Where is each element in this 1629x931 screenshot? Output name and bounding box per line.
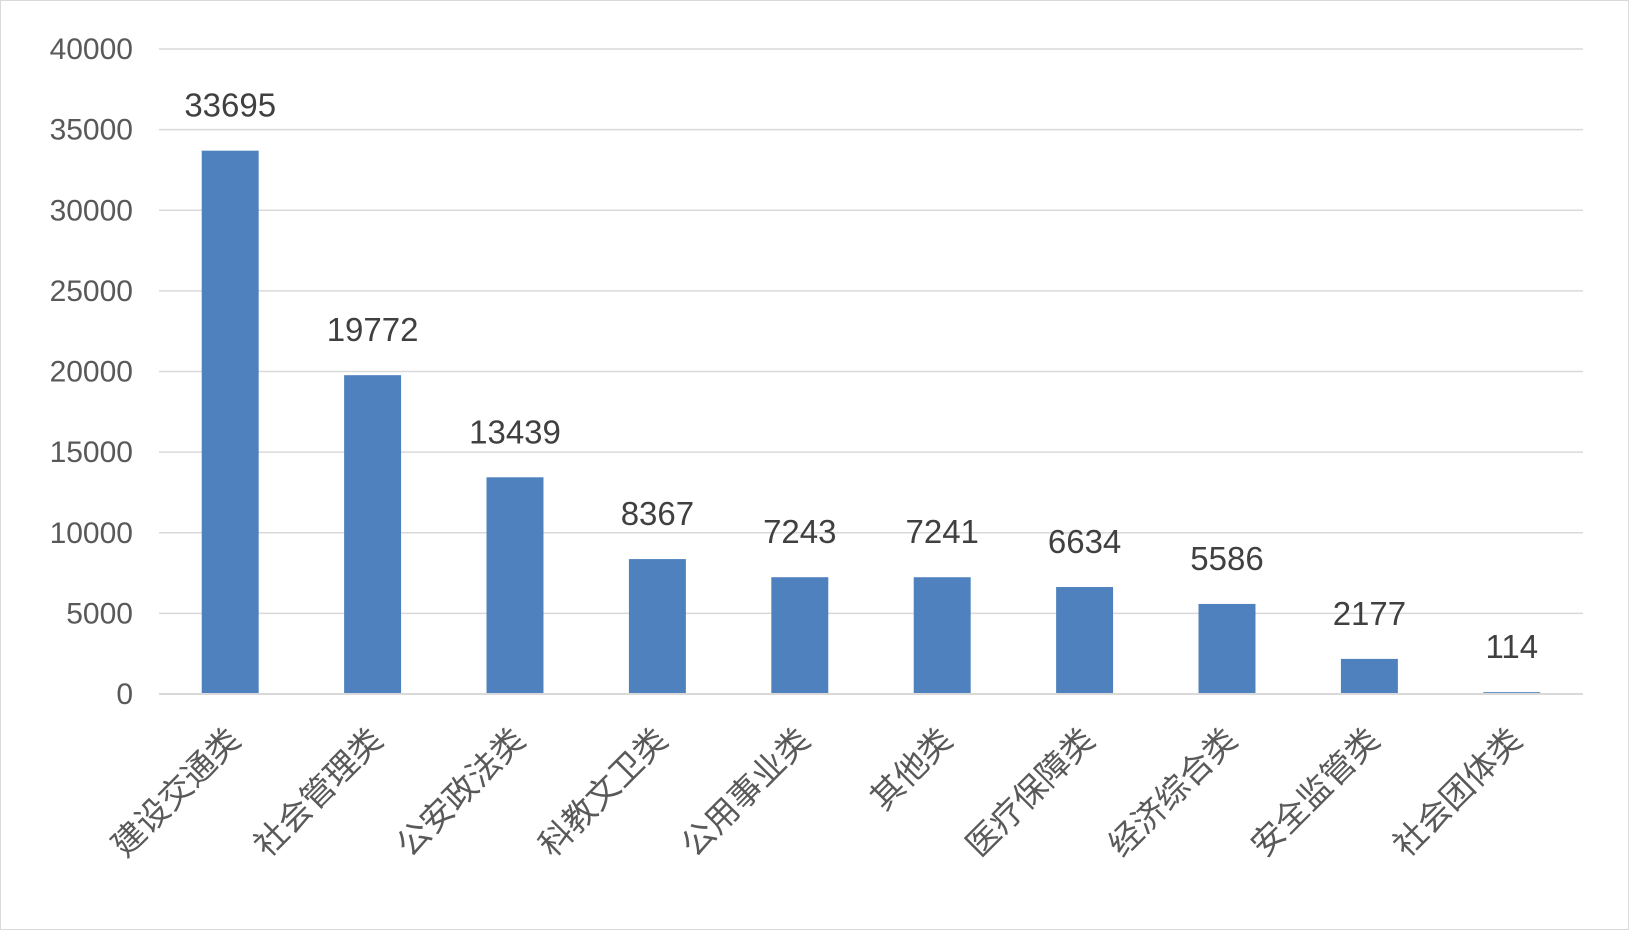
y-tick-label: 20000: [50, 356, 133, 389]
x-category-label: 社会团体类: [1385, 720, 1529, 864]
data-label: 7243: [763, 513, 836, 550]
bar: [628, 559, 686, 694]
y-tick-label: 40000: [50, 33, 133, 66]
x-category-label: 经济综合类: [1100, 720, 1244, 864]
y-tick-label: 0: [116, 678, 133, 711]
bar: [771, 577, 829, 694]
data-label: 2177: [1333, 595, 1406, 632]
bar: [1340, 658, 1398, 694]
y-axis-ticks: 0 5000 10000 15000 20000 25000 30000 35000 40000: [50, 33, 133, 711]
data-labels: 33695 19772 13439 8367 7243 7241 6634 5586 2177 1…: [184, 87, 1538, 665]
data-label: 7241: [905, 513, 978, 550]
data-label: 5586: [1190, 540, 1263, 577]
bar: [1198, 603, 1256, 694]
data-label: 114: [1485, 628, 1538, 665]
x-category-label: 科教文卫类: [531, 720, 675, 864]
x-category-label: 安全监管类: [1243, 720, 1387, 864]
x-category-label: 公安政法类: [388, 720, 532, 864]
data-label: 6634: [1048, 523, 1121, 560]
data-label: 33695: [184, 87, 276, 124]
bar: [486, 477, 544, 694]
x-category-label: 公用事业类: [673, 720, 817, 864]
bars: [201, 150, 1541, 695]
y-tick-label: 30000: [50, 194, 133, 227]
y-tick-label: 35000: [50, 114, 133, 147]
y-tick-label: 15000: [50, 436, 133, 469]
x-category-label: 建设交通类: [104, 720, 248, 864]
y-tick-label: 25000: [50, 275, 133, 308]
x-category-label: 医疗保障类: [958, 720, 1102, 864]
bar: [913, 577, 971, 694]
data-label: 13439: [469, 413, 561, 450]
bar: [201, 150, 259, 695]
x-category-label: 其他类: [862, 720, 960, 818]
data-label: 8367: [621, 495, 694, 532]
data-label: 19772: [327, 311, 419, 348]
x-category-label: 社会管理类: [246, 720, 390, 864]
y-tick-label: 10000: [50, 517, 133, 550]
bar: [344, 375, 402, 694]
bar: [1056, 587, 1114, 694]
y-tick-label: 5000: [66, 597, 133, 630]
